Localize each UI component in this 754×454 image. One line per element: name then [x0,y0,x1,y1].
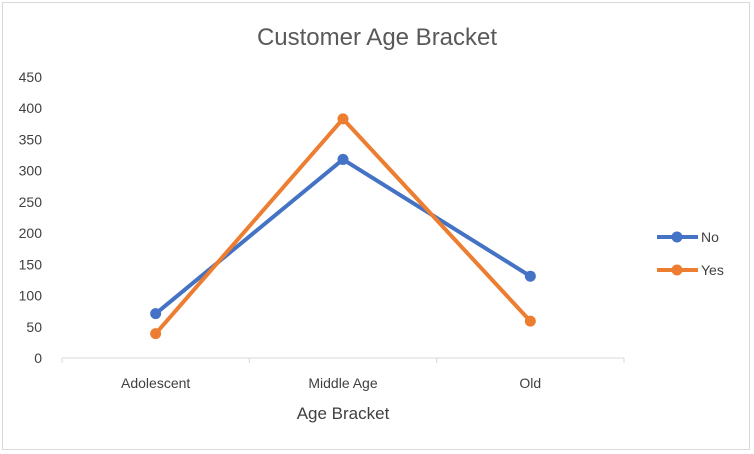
y-tick-label: 400 [19,100,43,116]
y-tick-label: 450 [19,69,43,85]
y-tick-label: 350 [19,131,43,147]
y-tick-label: 0 [34,350,42,366]
data-point-no [150,308,162,320]
legend-swatch-marker [671,231,683,243]
data-point-yes [337,113,349,125]
data-point-no [337,153,349,165]
data-point-yes [524,315,536,327]
series-line-no [153,157,533,316]
data-point-yes [150,328,162,340]
legend-item-yes: Yes [657,262,724,278]
y-tick-label: 150 [19,256,43,272]
x-axis-ticks: Adolescent Middle Age Old [61,358,625,391]
y-tick-label: 300 [19,163,43,179]
x-tick-label: Adolescent [121,375,190,391]
legend-label: Yes [701,262,724,278]
legend: No Yes [657,229,724,278]
y-tick-label: 200 [19,225,43,241]
y-tick-label: 100 [19,288,43,304]
x-axis-title: Age Bracket [297,404,390,423]
y-tick-label: 250 [19,194,43,210]
legend-item-no: No [657,229,719,245]
x-tick-label: Old [519,375,541,391]
chart-title: Customer Age Bracket [257,24,497,51]
x-tick-label: Middle Age [308,375,377,391]
y-axis-ticks: 0 50 100 150 200 250 300 350 400 450 [19,69,43,366]
legend-label: No [701,229,719,245]
series-line-yes [153,116,533,336]
data-point-no [524,270,536,282]
legend-swatch-marker [671,264,683,276]
chart-frame [2,2,750,450]
series-layer [150,113,536,340]
y-tick-label: 50 [26,319,42,335]
